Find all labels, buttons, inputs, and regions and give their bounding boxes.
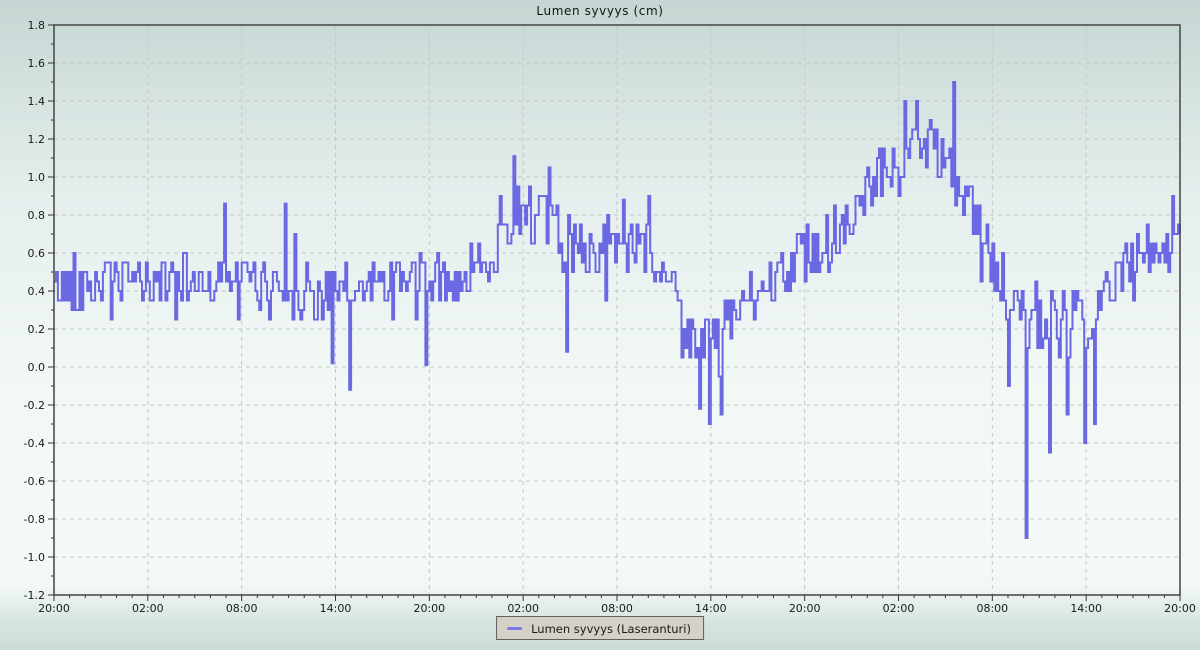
data-series-line xyxy=(54,81,1181,539)
y-tick-label: 1.2 xyxy=(28,133,46,146)
y-tick-label: 1.8 xyxy=(28,19,46,32)
y-tick-label: 0.2 xyxy=(28,323,46,336)
chart-title: Lumen syvyys (cm) xyxy=(536,4,664,18)
x-tick-label: 08:00 xyxy=(976,602,1008,615)
y-tick-label: -0.4 xyxy=(24,437,45,450)
x-tick-label: 14:00 xyxy=(1070,602,1102,615)
y-tick-label: -0.8 xyxy=(24,513,45,526)
axis-ticks xyxy=(48,24,1181,601)
x-axis-labels: 20:00 02:00 08:00 14:00 20:00 02:00 08:00 14:00… xyxy=(38,602,1196,615)
y-tick-label: -0.2 xyxy=(24,399,45,412)
legend-label: Lumen syvyys (Laseranturi) xyxy=(531,621,691,636)
y-tick-label: 0.6 xyxy=(28,247,46,260)
x-tick-label: 14:00 xyxy=(320,602,352,615)
y-tick-label: 0.8 xyxy=(28,209,46,222)
y-tick-label: 0.4 xyxy=(28,285,46,298)
grid-lines xyxy=(54,25,1180,595)
y-tick-label: 0.0 xyxy=(28,361,46,374)
x-tick-label: 02:00 xyxy=(132,602,164,615)
x-tick-label: 02:00 xyxy=(507,602,539,615)
x-tick-label: 20:00 xyxy=(38,602,70,615)
y-tick-label: -1.2 xyxy=(24,589,45,602)
x-tick-label: 08:00 xyxy=(601,602,633,615)
y-tick-label: -1.0 xyxy=(24,551,45,564)
y-axis-labels: 1.8 1.6 1.4 1.2 1.0 0.8 0.6 0.4 0.2 0.0 -0.2 -0.4 -0… xyxy=(24,19,45,602)
y-tick-label: 1.0 xyxy=(28,171,46,184)
y-tick-label: 1.4 xyxy=(28,95,46,108)
legend-line-swatch xyxy=(507,627,523,630)
x-tick-label: 20:00 xyxy=(1164,602,1196,615)
x-tick-label: 14:00 xyxy=(695,602,727,615)
x-tick-label: 02:00 xyxy=(883,602,915,615)
x-tick-label: 20:00 xyxy=(413,602,445,615)
legend: Lumen syvyys (Laseranturi) xyxy=(496,616,704,640)
y-tick-label: 1.6 xyxy=(28,57,46,70)
y-tick-label: -0.6 xyxy=(24,475,45,488)
x-tick-label: 20:00 xyxy=(789,602,821,615)
x-tick-label: 08:00 xyxy=(226,602,258,615)
